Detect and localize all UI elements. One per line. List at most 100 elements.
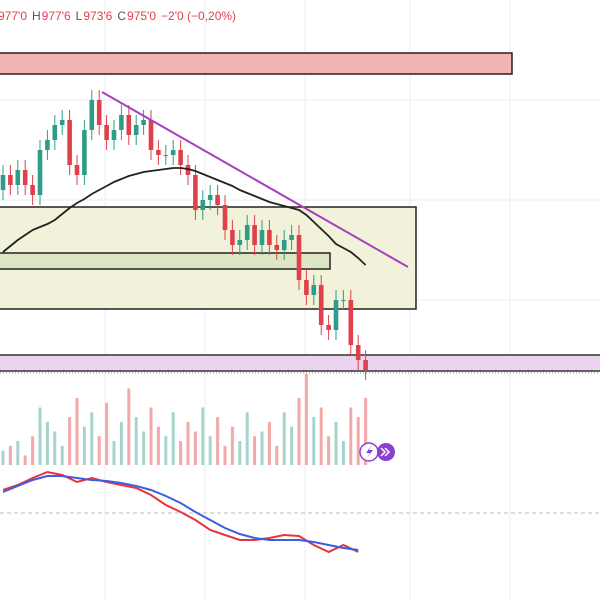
legend-value: 977'6 <box>42 9 71 23</box>
legend-label: C <box>117 9 126 23</box>
volume-bar <box>356 417 360 465</box>
resistance-zone <box>0 52 513 75</box>
legend-value: −2'0 (−0,20%) <box>161 9 236 23</box>
volume-bar <box>60 445 64 465</box>
volume-bar <box>334 421 338 465</box>
legend-value: 975'0 <box>127 9 156 23</box>
candle-body <box>141 120 146 125</box>
candle-body <box>45 140 50 150</box>
volume-bar <box>23 455 27 465</box>
candle-body <box>89 100 95 130</box>
candle-body <box>348 300 354 345</box>
volume-bar <box>164 436 168 465</box>
candle-body <box>67 120 72 165</box>
volume-bar <box>75 397 79 465</box>
candle-body <box>156 150 161 155</box>
candle-body <box>326 325 331 330</box>
plot-area <box>0 90 368 554</box>
volume-bar <box>105 402 109 465</box>
volume-bar <box>267 421 271 465</box>
legend-label: H <box>32 9 41 23</box>
candle-body <box>215 195 220 205</box>
volume-bar <box>282 412 286 465</box>
volume-bar <box>290 426 294 465</box>
trend-line <box>101 91 409 268</box>
candle-body <box>126 115 132 135</box>
candle-body <box>59 120 65 125</box>
volume-bar <box>253 436 257 465</box>
legend-value: 973'6 <box>83 9 112 23</box>
candle-body <box>333 300 339 330</box>
volume-bar <box>201 407 205 465</box>
volume-bar <box>349 407 353 465</box>
volume-bar <box>82 426 86 465</box>
volume-bar <box>216 417 220 465</box>
macd-line <box>2 475 359 551</box>
volume-bar <box>341 441 345 465</box>
volume-bar <box>31 436 35 465</box>
candle-body <box>82 130 87 175</box>
legend-value: 977'0 <box>0 9 27 23</box>
candle-body <box>104 125 109 140</box>
volume-bar <box>45 421 49 465</box>
candle-body <box>178 150 183 165</box>
candle-body <box>237 240 243 245</box>
candle-body <box>96 100 102 125</box>
candle-body <box>355 345 361 360</box>
candle-body <box>318 285 324 325</box>
volume-bar <box>90 412 94 465</box>
candle-body <box>163 155 169 156</box>
candle-body <box>0 175 6 190</box>
candle-body <box>185 165 191 175</box>
volume-bar <box>142 431 146 465</box>
volume-bar <box>245 412 249 465</box>
candle-body <box>207 195 213 200</box>
volume-bar <box>134 417 138 465</box>
volume-bar <box>275 445 279 465</box>
moving-average <box>2 167 367 266</box>
icon-bolt <box>366 446 373 458</box>
candle-body <box>274 245 280 250</box>
candle-body <box>52 125 58 140</box>
volume-bar <box>260 431 264 465</box>
candle-body <box>193 175 198 210</box>
volume-bar <box>156 426 160 465</box>
candle-body <box>296 235 302 280</box>
volume-bar <box>127 388 131 465</box>
candle-body <box>289 235 294 240</box>
candle-body <box>230 230 235 245</box>
volume-bar <box>8 445 12 465</box>
candle-body <box>259 230 265 245</box>
candle-body <box>15 170 21 185</box>
legend-label: L <box>76 9 83 23</box>
volume-bar <box>297 397 301 465</box>
target-zone <box>0 354 600 372</box>
volume-bar <box>223 445 227 465</box>
volume-bar <box>38 407 42 465</box>
volume-bar <box>112 441 116 465</box>
candle-body <box>244 225 250 240</box>
volume-bar <box>312 417 316 465</box>
volume-bar <box>208 436 212 465</box>
candle-body <box>252 225 257 245</box>
volume-bar <box>186 421 190 465</box>
volume-bar <box>16 441 20 465</box>
candle-body <box>304 280 309 295</box>
volume-bar <box>97 436 101 465</box>
candle-body <box>148 120 154 150</box>
candle-body <box>22 170 28 185</box>
candle-body <box>119 115 124 130</box>
volume-bar <box>319 407 323 465</box>
candle-body <box>37 150 43 195</box>
volume-bar <box>238 441 242 465</box>
volume-bar <box>327 436 331 465</box>
candle-body <box>111 130 117 140</box>
candle-body <box>281 240 287 250</box>
candle-body <box>363 360 368 370</box>
candle-body <box>267 230 272 245</box>
volume-bar <box>171 412 175 465</box>
volume-bar <box>119 421 123 465</box>
volume-bar <box>193 431 197 465</box>
